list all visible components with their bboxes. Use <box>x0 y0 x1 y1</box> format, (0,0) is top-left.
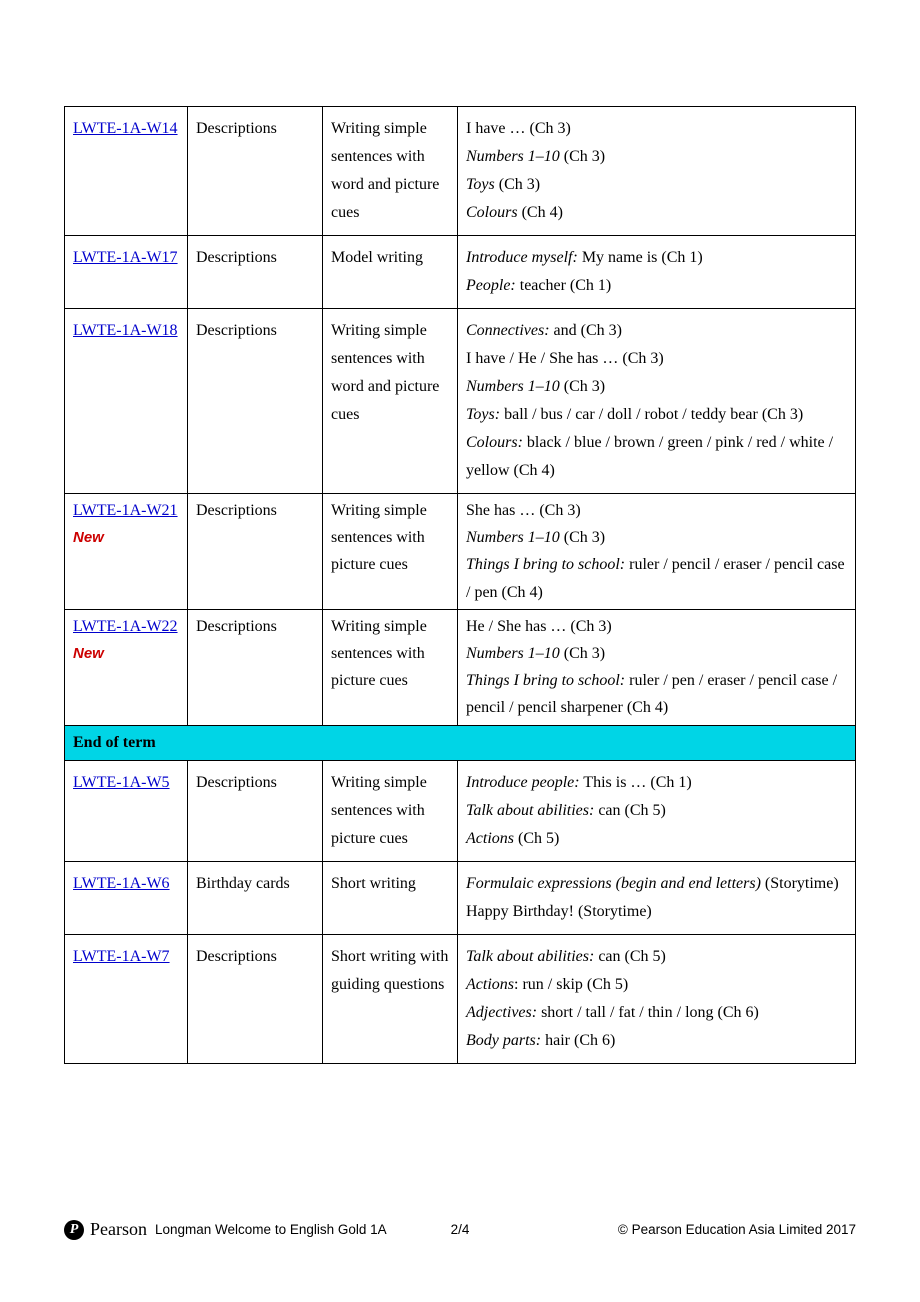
code-cell: LWTE-1A-W6 <box>65 861 188 934</box>
worksheet-link[interactable]: LWTE-1A-W22 <box>73 618 178 635</box>
page-footer: P Pearson Longman Welcome to English Gol… <box>64 1219 856 1240</box>
table-row: LWTE-1A-W17 DescriptionsModel writingIntr… <box>65 236 856 309</box>
table-row: LWTE-1A-W18 DescriptionsWriting simple se… <box>65 309 856 494</box>
type-cell: Descriptions <box>188 609 323 725</box>
section-header-row: End of term <box>65 725 856 760</box>
table-row: LWTE-1A-W21 New DescriptionsWriting simple… <box>65 494 856 610</box>
code-cell: LWTE-1A-W22 New <box>65 609 188 725</box>
task-cell: Writing simple sentences with picture cu… <box>323 494 458 610</box>
task-cell: Model writing <box>323 236 458 309</box>
curriculum-table: LWTE-1A-W14DescriptionsWriting simple se… <box>64 106 856 1064</box>
type-cell: Descriptions <box>188 236 323 309</box>
new-badge: New <box>73 529 104 546</box>
content-cell: Connectives: and (Ch 3)I have / He / She… <box>458 309 856 494</box>
type-cell: Descriptions <box>188 309 323 494</box>
task-cell: Writing simple sentences with picture cu… <box>323 760 458 861</box>
task-cell: Short writing with guiding questions <box>323 934 458 1063</box>
type-cell: Descriptions <box>188 494 323 610</box>
table-row: LWTE-1A-W5 DescriptionsWriting simple sen… <box>65 760 856 861</box>
task-cell: Writing simple sentences with word and p… <box>323 309 458 494</box>
code-cell: LWTE-1A-W18 <box>65 309 188 494</box>
table-row: LWTE-1A-W6 Birthday cardsShort writingFor… <box>65 861 856 934</box>
code-cell: LWTE-1A-W21 New <box>65 494 188 610</box>
section-header-cell: End of term <box>65 725 856 760</box>
type-cell: Descriptions <box>188 760 323 861</box>
worksheet-link[interactable]: LWTE-1A-W17 <box>73 249 178 266</box>
type-cell: Birthday cards <box>188 861 323 934</box>
content-cell: I have … (Ch 3)Numbers 1–10 (Ch 3)Toys (… <box>458 107 856 236</box>
brand-name: Pearson <box>90 1219 147 1240</box>
worksheet-link[interactable]: LWTE-1A-W14 <box>73 120 178 137</box>
content-cell: He / She has … (Ch 3)Numbers 1–10 (Ch 3)… <box>458 609 856 725</box>
content-cell: Formulaic expressions (begin and end let… <box>458 861 856 934</box>
page-content: LWTE-1A-W14DescriptionsWriting simple se… <box>0 0 920 1064</box>
code-cell: LWTE-1A-W7 <box>65 934 188 1063</box>
table-row: LWTE-1A-W7 DescriptionsShort writing with… <box>65 934 856 1063</box>
content-cell: She has … (Ch 3)Numbers 1–10 (Ch 3)Thing… <box>458 494 856 610</box>
table-row: LWTE-1A-W14 DescriptionsWriting simple se… <box>65 107 856 236</box>
page-number: 2/4 <box>451 1222 470 1237</box>
worksheet-link[interactable]: LWTE-1A-W21 <box>73 502 178 519</box>
worksheet-link[interactable]: LWTE-1A-W6 <box>73 875 170 892</box>
copyright-text: © Pearson Education Asia Limited 2017 <box>618 1222 856 1237</box>
task-cell: Writing simple sentences with word and p… <box>323 107 458 236</box>
task-cell: Writing simple sentences with picture cu… <box>323 609 458 725</box>
new-badge: New <box>73 645 104 662</box>
table-row: LWTE-1A-W22 New DescriptionsWriting simple… <box>65 609 856 725</box>
type-cell: Descriptions <box>188 934 323 1063</box>
content-cell: Talk about abilities: can (Ch 5)Actions:… <box>458 934 856 1063</box>
content-cell: Introduce myself: My name is (Ch 1)Peopl… <box>458 236 856 309</box>
code-cell: LWTE-1A-W5 <box>65 760 188 861</box>
task-cell: Short writing <box>323 861 458 934</box>
worksheet-link[interactable]: LWTE-1A-W5 <box>73 774 170 791</box>
content-cell: Introduce people: This is … (Ch 1)Talk a… <box>458 760 856 861</box>
worksheet-link[interactable]: LWTE-1A-W18 <box>73 322 178 339</box>
pearson-logo-icon: P <box>64 1220 84 1240</box>
publisher-brand: P Pearson <box>64 1219 147 1240</box>
worksheet-link[interactable]: LWTE-1A-W7 <box>73 948 170 965</box>
book-title: Longman Welcome to English Gold 1A <box>155 1222 387 1237</box>
code-cell: LWTE-1A-W17 <box>65 236 188 309</box>
code-cell: LWTE-1A-W14 <box>65 107 188 236</box>
type-cell: Descriptions <box>188 107 323 236</box>
